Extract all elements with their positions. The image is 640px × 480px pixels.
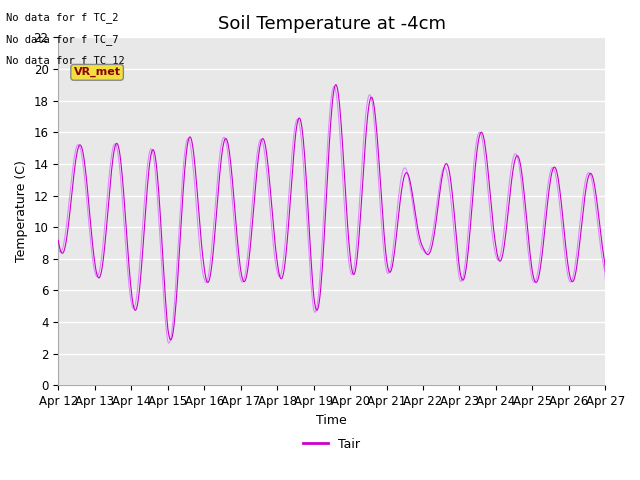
X-axis label: Time: Time (316, 414, 348, 427)
Text: No data for f TC_7: No data for f TC_7 (6, 34, 119, 45)
Text: No data for f TC_12: No data for f TC_12 (6, 55, 125, 66)
Text: VR_met: VR_met (74, 67, 120, 77)
Title: Soil Temperature at -4cm: Soil Temperature at -4cm (218, 15, 446, 33)
Y-axis label: Temperature (C): Temperature (C) (15, 160, 28, 262)
Text: No data for f TC_2: No data for f TC_2 (6, 12, 119, 23)
Legend: Tair: Tair (298, 432, 365, 456)
